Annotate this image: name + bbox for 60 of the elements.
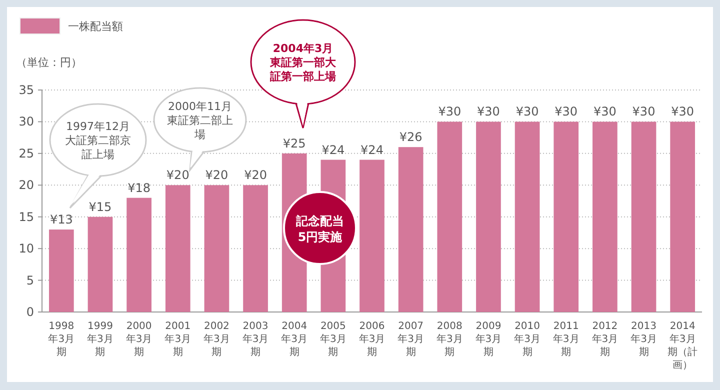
data-label: ¥15	[88, 200, 112, 214]
x-tick-label: 2011年3月期	[552, 321, 580, 358]
x-tick-label: 2009年3月期	[475, 321, 502, 358]
x-tick-label: 2002年3月期	[204, 321, 230, 358]
bar	[204, 185, 230, 312]
data-label: ¥30	[554, 104, 578, 119]
bar	[48, 230, 74, 312]
x-tick-label: 2010年3月期	[514, 321, 540, 358]
y-tick-label: 20	[18, 178, 34, 192]
data-label: ¥13	[50, 212, 73, 227]
x-tick-label: 2012年3月期	[592, 321, 618, 358]
x-tick-label: 2013年3月期	[630, 321, 657, 358]
bar	[437, 122, 462, 312]
bar	[398, 147, 424, 312]
data-label: ¥30	[438, 104, 462, 119]
data-label: ¥30	[477, 104, 500, 119]
bar	[670, 122, 696, 312]
bar	[476, 122, 501, 312]
data-label: ¥24	[322, 142, 345, 157]
bar	[554, 122, 579, 312]
x-tick-label: 2003年3月期	[242, 321, 269, 358]
y-tick-label: 10	[18, 242, 34, 256]
data-label: ¥18	[128, 180, 151, 195]
y-axis-title: （単位：円）	[16, 56, 82, 69]
y-tick-label: 30	[18, 114, 34, 129]
bar	[360, 160, 384, 312]
data-label: ¥20	[244, 168, 267, 182]
bar	[126, 198, 152, 312]
data-label: ¥30	[593, 104, 616, 119]
y-tick-label: 25	[18, 146, 34, 160]
bar	[243, 185, 268, 312]
data-label: ¥24	[360, 142, 384, 157]
x-tick-label: 2000年3月期	[126, 321, 152, 358]
x-tick-label: 2006年3月期	[358, 321, 386, 358]
x-tick-label: 1999年3月期	[87, 321, 114, 358]
annotation: 記念配当5円実施	[295, 214, 344, 244]
x-tick-label: 2001年3月期	[164, 321, 192, 358]
y-tick-label: 5	[26, 273, 34, 288]
x-tick-label: 2008年3月期	[436, 321, 463, 358]
legend-label: 一株配当額	[68, 20, 123, 33]
x-tick-label: 2005年3月期	[320, 321, 346, 358]
data-label: ¥30	[516, 104, 539, 119]
x-tick-label: 2004年3月期	[281, 321, 308, 358]
x-tick-label: 1998年3月期	[48, 321, 75, 358]
y-tick-label: 15	[18, 210, 34, 224]
y-tick-label: 0	[26, 305, 34, 319]
data-label: ¥30	[632, 104, 656, 119]
x-tick-label: 2014年3月期（計画）	[668, 321, 698, 371]
data-label: ¥30	[671, 104, 694, 119]
bar	[514, 122, 540, 312]
data-label: ¥26	[399, 130, 422, 144]
bar	[592, 122, 618, 312]
annotation: 2000年11月東証第二部上場	[167, 100, 233, 141]
bar	[631, 122, 656, 312]
bar	[88, 216, 113, 312]
bar	[165, 185, 190, 312]
x-tick-label: 2007年3月期	[398, 321, 424, 358]
annotation: 1997年12月大証第二部京証上場	[65, 120, 131, 161]
data-label: ¥25	[282, 136, 306, 150]
y-tick-label: 35	[18, 83, 34, 97]
